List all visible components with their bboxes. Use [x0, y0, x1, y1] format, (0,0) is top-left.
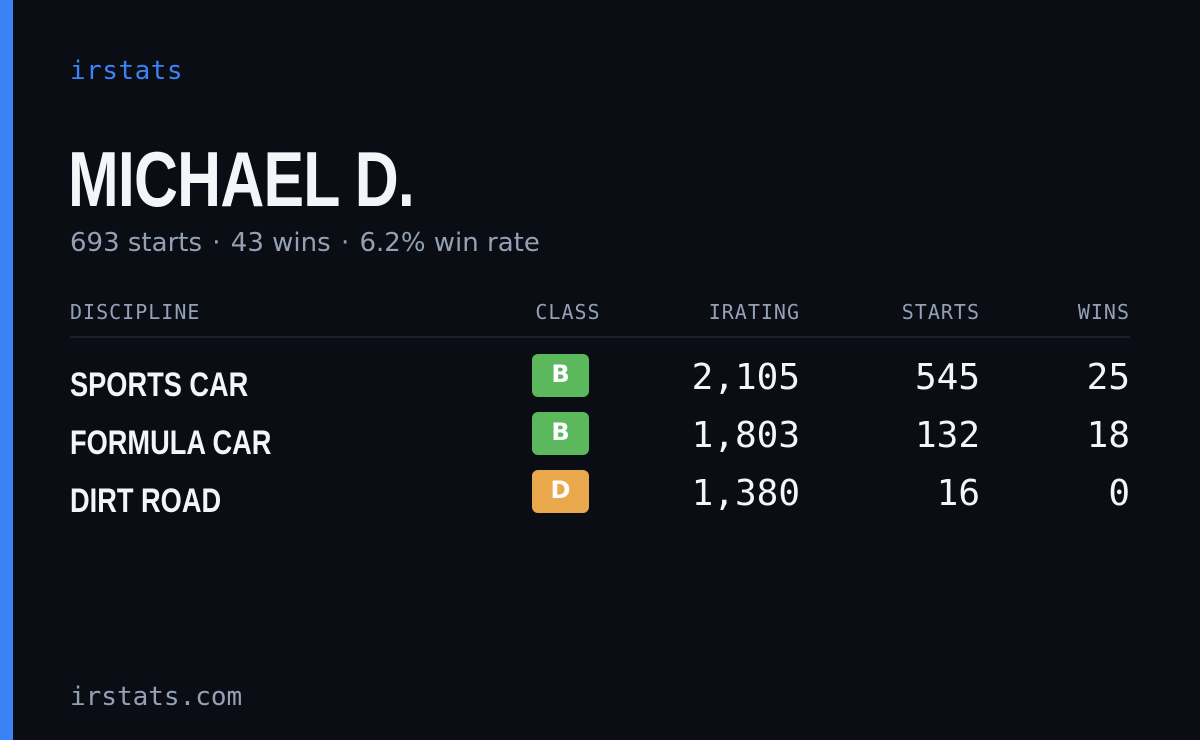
irating-value: 2,105: [691, 357, 800, 398]
table-row: FORMULA CAR B 1,803 132 18: [70, 412, 1130, 470]
header-discipline: DISCIPLINE: [70, 300, 201, 324]
starts-value: 132: [914, 415, 980, 456]
wins-value: 25: [1086, 357, 1130, 398]
summary-wins: 43 wins: [230, 228, 331, 258]
discipline-name: FORMULA CAR: [70, 424, 272, 462]
footer-domain: irstats.com: [70, 682, 243, 712]
header-wins: WINS: [1077, 300, 1130, 324]
summary-separator: ·: [212, 228, 221, 258]
starts-value: 16: [936, 473, 980, 514]
discipline-name: DIRT ROAD: [70, 482, 222, 520]
table-header: DISCIPLINE CLASS IRATING STARTS WINS: [70, 296, 1130, 338]
irating-value: 1,803: [691, 415, 800, 456]
wins-value: 18: [1086, 415, 1130, 456]
class-badge: B: [532, 354, 589, 397]
class-badge: D: [532, 470, 589, 513]
driver-name: MICHAEL D.: [68, 135, 415, 223]
summary-separator: ·: [340, 228, 350, 258]
discipline-name: SPORTS CAR: [70, 366, 249, 404]
discipline-table: DISCIPLINE CLASS IRATING STARTS WINS SPO…: [70, 296, 1130, 528]
starts-value: 545: [914, 357, 980, 398]
summary-win-rate: 6.2% win rate: [359, 228, 540, 258]
header-irating: IRATING: [708, 300, 800, 324]
table-row: DIRT ROAD D 1,380 16 0: [70, 470, 1130, 528]
class-badge: B: [532, 412, 589, 455]
table-row: SPORTS CAR B 2,105 545 25: [70, 354, 1130, 412]
driver-summary: 693 starts · 43 wins · 6.2% win rate: [70, 228, 540, 258]
irating-value: 1,380: [691, 473, 800, 514]
summary-starts: 693 starts: [70, 228, 202, 258]
accent-bar: [0, 0, 13, 740]
header-starts: STARTS: [901, 300, 980, 324]
wins-value: 0: [1108, 473, 1130, 514]
header-class: CLASS: [535, 300, 601, 324]
table-body: SPORTS CAR B 2,105 545 25 FORMULA CAR B …: [70, 354, 1130, 528]
brand-logo: irstats: [70, 56, 184, 86]
